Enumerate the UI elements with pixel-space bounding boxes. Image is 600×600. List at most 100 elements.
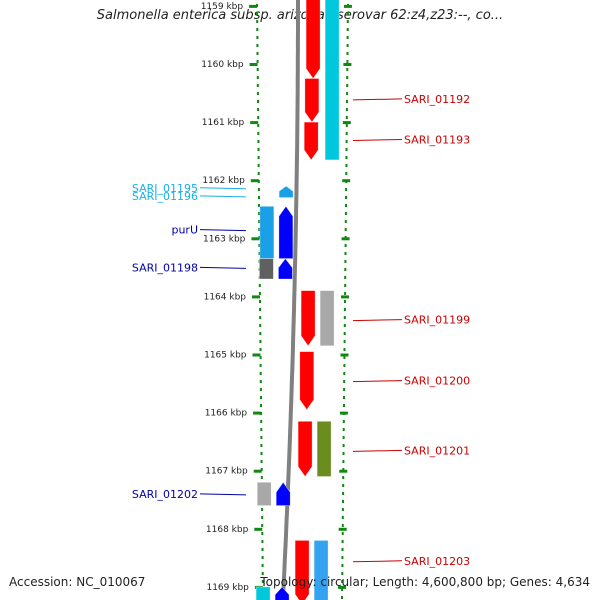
guide-dot	[261, 540, 264, 543]
guide-dot	[346, 36, 349, 39]
guide-dot	[342, 436, 345, 439]
feature-label: SARI_01203	[404, 555, 470, 568]
topology-text: Topology: circular; Length: 4,600,800 bp…	[260, 575, 590, 589]
guide-dot	[259, 300, 261, 303]
guide-dot	[345, 196, 347, 199]
ruler-tick-label: 1164 kbp	[204, 292, 247, 302]
gene-feature[interactable]	[294, 540, 310, 600]
gene-feature[interactable]	[275, 481, 291, 506]
ruler-major-tick	[252, 353, 261, 357]
feature-track[interactable]	[255, 0, 340, 600]
guide-dot	[344, 220, 347, 223]
guide-dot	[261, 508, 264, 511]
guide-dot	[256, 36, 259, 39]
guide-dot	[345, 156, 348, 159]
guide-dot	[259, 364, 262, 367]
feature-label: SARI_01196	[132, 190, 198, 203]
guide-dot	[260, 444, 263, 447]
gene-feature[interactable]	[259, 258, 274, 280]
guide-dot	[257, 188, 260, 191]
guide-dot	[343, 396, 345, 399]
gene-feature[interactable]	[300, 290, 316, 347]
gene-feature[interactable]	[256, 481, 272, 506]
guide-dot	[341, 572, 344, 575]
guide-dot	[259, 356, 262, 359]
guide-dot	[258, 228, 261, 231]
guide-dot	[341, 556, 344, 559]
guide-dot	[256, 84, 259, 87]
ruler-major-tick	[250, 179, 259, 183]
gene-feature[interactable]	[255, 586, 271, 600]
ruler-tick-label: 1169 kbp	[206, 583, 249, 593]
guide-dot	[345, 140, 348, 143]
ruler-major-tick	[338, 527, 347, 531]
ruler-major-tick	[339, 469, 348, 473]
guide-dot	[258, 196, 260, 199]
gene-feature[interactable]	[274, 586, 290, 600]
gene-feature[interactable]	[278, 205, 294, 259]
gene-feature[interactable]	[278, 258, 293, 280]
gene-feature[interactable]	[304, 78, 320, 123]
guide-dot	[257, 156, 260, 159]
guide-dot	[258, 204, 260, 207]
ruler-major-tick	[341, 295, 349, 299]
ruler-major-tick	[252, 295, 260, 299]
gene-feature[interactable]	[278, 185, 294, 198]
feature-labels: SARI_01192 SARI_01193 SARI_01195SARI_01196…	[132, 93, 470, 568]
label-leader-line	[352, 449, 403, 452]
guide-dot	[346, 44, 349, 47]
guide-dot	[346, 68, 349, 71]
guide-dot	[261, 532, 264, 535]
ruler-tick-label: 1163 kbp	[203, 234, 246, 244]
gene-feature[interactable]	[297, 420, 313, 478]
guide-dot	[261, 572, 264, 575]
guide-dot	[345, 172, 348, 175]
gene-feature[interactable]	[324, 0, 340, 161]
guide-dot	[260, 428, 263, 431]
guide-dot	[342, 420, 345, 423]
guide-dot	[261, 516, 264, 519]
gene-feature[interactable]	[319, 290, 335, 347]
ruler-major-tick	[250, 121, 259, 125]
ruler-tick-label: 1167 kbp	[205, 467, 248, 477]
guide-dot	[346, 92, 349, 95]
guide-dot	[257, 124, 260, 127]
gene-feature[interactable]	[313, 540, 329, 600]
gene-feature[interactable]	[316, 420, 332, 477]
guide-dot	[260, 436, 263, 439]
guide-dot	[341, 588, 344, 591]
guide-dot	[343, 380, 346, 383]
guide-dot	[343, 324, 346, 327]
feature-label: SARI_01198	[132, 261, 198, 274]
guide-dot	[342, 428, 345, 431]
guide-dot	[257, 108, 260, 111]
guide-dot	[256, 20, 259, 23]
genome-backbone	[280, 0, 300, 600]
guide-dot	[343, 316, 346, 319]
gene-feature[interactable]	[305, 0, 321, 80]
guide-dot	[341, 548, 344, 551]
guide-dot	[342, 452, 345, 455]
gene-feature[interactable]	[259, 206, 275, 259]
guide-dot	[345, 132, 348, 135]
ruler-tick-label: 1166 kbp	[205, 409, 248, 419]
label-leader-line	[352, 139, 403, 141]
guide-dot	[261, 524, 264, 527]
guide-dot	[344, 292, 347, 295]
feature-label: SARI_01200	[404, 375, 470, 388]
guide-dot	[344, 252, 347, 255]
ruler-major-tick	[249, 63, 258, 66]
guide-dot	[258, 284, 261, 287]
guide-dot	[261, 556, 264, 559]
guide-dot	[341, 564, 344, 567]
gene-feature[interactable]	[299, 351, 315, 411]
guide-dot	[344, 228, 347, 231]
guide-dot	[257, 132, 260, 135]
gene-feature[interactable]	[303, 121, 319, 161]
ruler-major-tick	[253, 411, 262, 415]
guide-dot	[346, 20, 349, 23]
guide-dot	[344, 284, 347, 287]
guide-dot	[345, 204, 347, 207]
feature-label: SARI_01192	[404, 93, 470, 106]
